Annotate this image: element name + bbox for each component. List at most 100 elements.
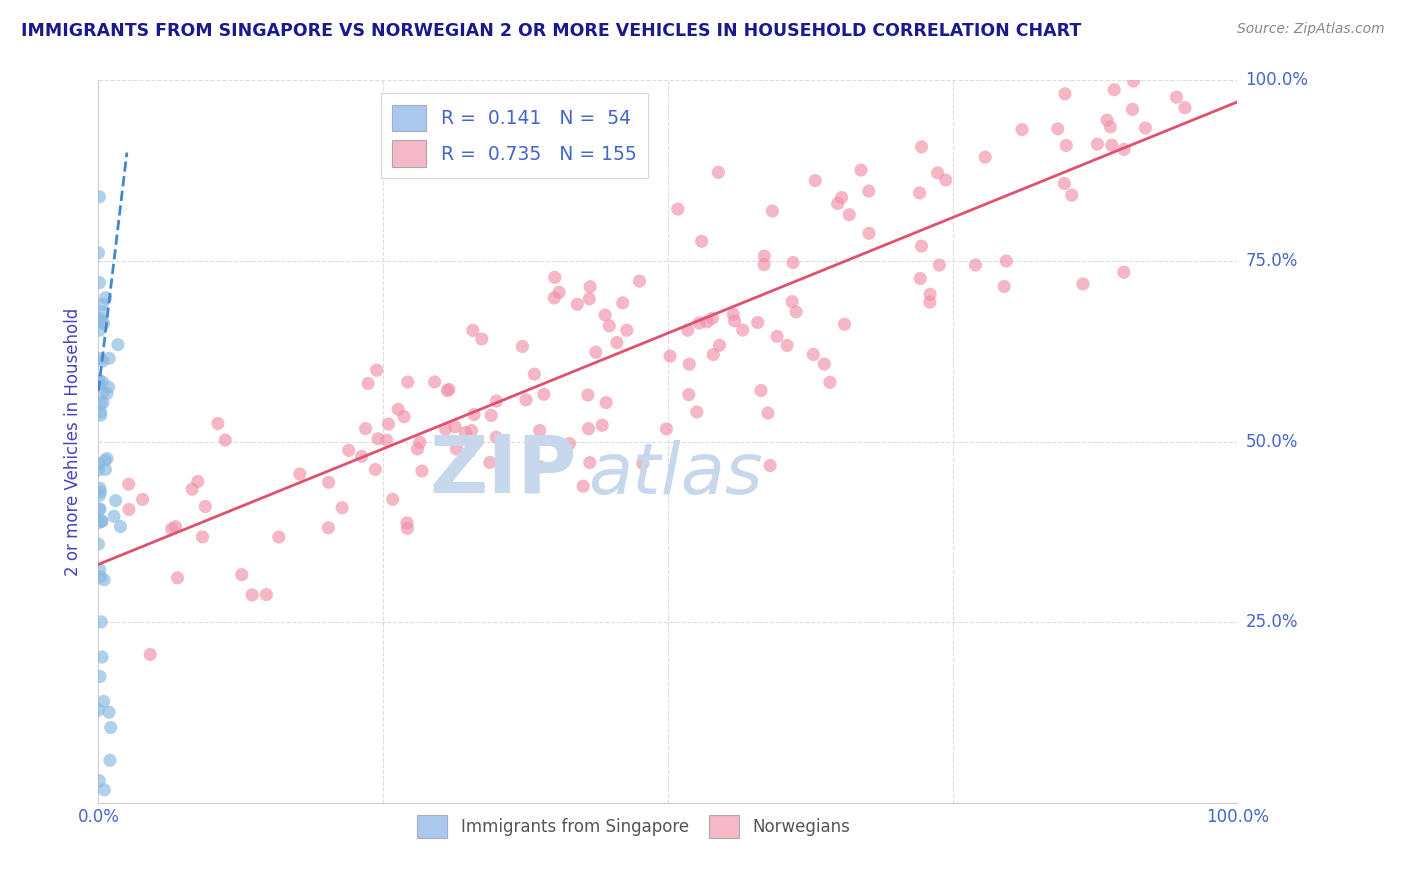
Point [392,409,415,424]
Point [785,305,807,319]
Point [330,500,353,515]
Point [110,519,132,533]
Point [754,249,776,263]
Point [1101,138,1123,153]
Point [207,417,229,431]
Text: 25.0%: 25.0% [1246,613,1298,632]
Point [678,357,700,371]
Point [214,433,236,447]
Point [87,245,110,260]
Point [96,386,118,401]
Point [165,519,187,533]
Point [87,516,110,530]
Point [752,258,775,272]
Point [749,384,772,398]
Point [434,422,457,436]
Point [87,377,110,392]
Point [104,493,127,508]
Point [908,186,931,200]
Point [761,204,783,219]
Point [1099,120,1122,134]
Point [89,351,111,366]
Point [1135,120,1157,135]
Point [927,166,949,180]
Point [696,315,718,329]
Point [723,314,745,328]
Point [1060,188,1083,202]
Point [678,387,700,401]
Text: 100.0%: 100.0% [1246,71,1309,89]
Point [616,323,638,337]
Point [759,458,782,473]
Point [91,650,114,665]
Text: ZIP: ZIP [429,432,576,509]
Point [1071,277,1094,291]
Point [910,140,932,154]
Point [804,173,827,187]
Point [118,502,141,516]
Point [267,530,290,544]
Point [89,502,111,516]
Point [87,373,110,387]
Point [631,457,654,471]
Point [160,522,183,536]
Point [96,451,118,466]
Point [254,588,277,602]
Point [458,444,481,458]
Point [90,405,112,419]
Point [444,419,467,434]
Point [780,294,803,309]
Point [1085,137,1108,152]
Point [666,202,689,216]
Point [813,357,835,371]
Point [423,375,446,389]
Point [918,295,941,310]
Point [606,335,628,350]
Point [89,669,111,683]
Point [240,588,263,602]
Point [471,332,494,346]
Point [367,432,389,446]
Point [366,363,388,377]
Point [529,459,551,474]
Point [364,462,387,476]
Point [578,422,600,436]
Point [707,165,730,179]
Point [993,279,1015,293]
Point [107,337,129,351]
Point [593,308,616,322]
Point [446,442,468,456]
Point [479,409,502,423]
Point [858,184,880,198]
Point [377,417,399,431]
Point [485,430,508,444]
Point [91,354,114,368]
Point [318,475,340,490]
Text: IMMIGRANTS FROM SINGAPORE VS NORWEGIAN 2 OR MORE VEHICLES IN HOUSEHOLD CORRELATI: IMMIGRANTS FROM SINGAPORE VS NORWEGIAN 2… [21,22,1081,40]
Point [1166,90,1188,104]
Point [659,349,682,363]
Point [1102,83,1125,97]
Point [702,311,724,326]
Point [1054,138,1077,153]
Point [90,514,112,528]
Point [411,464,433,478]
Point [827,196,849,211]
Point [523,367,546,381]
Text: 75.0%: 75.0% [1246,252,1298,270]
Point [91,395,114,409]
Point [191,530,214,544]
Point [89,502,111,516]
Point [1095,113,1118,128]
Point [90,514,112,528]
Point [655,422,678,436]
Point [834,318,856,332]
Point [910,239,932,253]
Point [1112,265,1135,279]
Point [576,388,599,402]
Point [89,570,111,584]
Point [396,521,419,535]
Point [920,287,942,301]
Point [529,424,551,438]
Point [91,385,114,400]
